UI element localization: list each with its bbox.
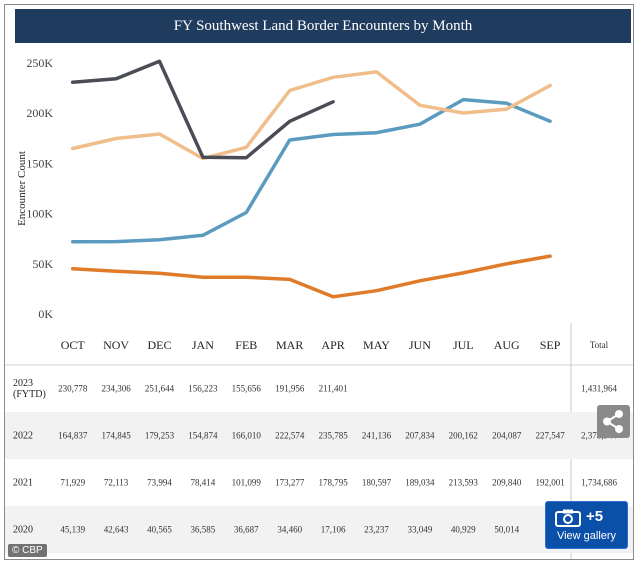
table-cell: 50,014 [494,525,519,535]
table-cell: 33,049 [408,525,433,535]
table-cell: 71,929 [60,478,85,488]
month-header: MAR [276,338,303,352]
row-label: 2021 [13,478,33,489]
gallery-label: View gallery [556,530,617,542]
table-cell: 191,956 [275,384,305,394]
view-gallery-button[interactable]: +5 View gallery [545,501,628,549]
table-cell: 200,162 [449,431,478,441]
table-cell: 192,001 [535,478,564,488]
table-cell: 235,785 [318,431,348,441]
table-cell: 207,834 [405,431,435,441]
series-line-2022 [70,70,552,161]
month-header: AUG [494,338,520,352]
month-header: OCT [61,338,86,352]
chart-frame: FY Southwest Land Border Encounters by M… [4,4,634,560]
y-tick-label: 200K [26,106,53,120]
table-cell: 42,643 [104,525,129,535]
table-cell: 222,574 [275,431,305,441]
table-cell: 36,687 [234,525,259,535]
y-tick-label: 50K [32,257,53,271]
table-cell: 40,929 [451,525,476,535]
table-cell: 73,994 [147,478,172,488]
series-line-2023fytd [70,59,335,160]
table-cell: 164,837 [58,431,88,441]
month-header: SEP [540,338,561,352]
share-icon [603,410,623,433]
table-total-cell: 1,431,964 [581,384,618,394]
y-tick-label: 150K [26,156,53,170]
table-row-band [5,412,633,459]
table-cell: 40,565 [147,525,172,535]
row-label: 2023 [13,378,33,389]
table-cell: 45,139 [60,525,85,535]
total-header: Total [590,340,609,350]
photo-credit: © CBP [8,544,47,557]
share-button[interactable] [597,405,630,438]
table-cell: 251,644 [145,384,175,394]
table-cell: 209,840 [492,478,522,488]
month-header: APR [321,338,344,352]
table-cell: 227,547 [535,431,565,441]
series-line-2020 [70,254,552,299]
table-total-cell: 1,734,686 [581,478,618,488]
table-row-band [5,506,633,553]
table-cell: 213,593 [449,478,479,488]
gallery-count: +5 [586,508,604,525]
month-header: MAY [363,338,390,352]
table-cell: 179,253 [145,431,175,441]
y-tick-label: 0K [38,307,53,321]
line-chart: Encounter Count 0K 50K 100K 150K 200K 250K OCT N… [5,56,633,559]
y-axis-label: Encounter Count [16,151,28,226]
series-line-2021 [70,97,552,244]
table-cell: 211,401 [319,384,348,394]
month-header: DEC [148,338,172,352]
month-header: JUL [453,338,474,352]
row-label: 2020 [13,525,33,536]
table-cell: 154,874 [188,431,218,441]
table-cell: 34,460 [277,525,302,535]
y-tick-label: 100K [26,207,53,221]
month-header: NOV [103,338,129,352]
table-cell: 189,034 [405,478,435,488]
table-cell: 156,223 [188,384,218,394]
table-cell: 23,237 [364,525,389,535]
table-cell: 17,106 [321,525,346,535]
camera-icon [555,509,581,527]
table-cell: 101,099 [232,478,262,488]
table-cell: 178,795 [318,478,348,488]
table-cell: 241,136 [362,431,392,441]
table-cell: 36,585 [191,525,216,535]
table-cell: 174,845 [101,431,131,441]
row-label: 2022 [13,431,33,442]
y-tick-label: 250K [26,56,53,70]
table-cell: 204,087 [492,431,522,441]
month-header: FEB [235,338,257,352]
table-cell: 155,656 [232,384,262,394]
table-cell: 180,597 [362,478,392,488]
table-cell: 230,778 [58,384,88,394]
table-cell: 166,010 [232,431,262,441]
month-header: JUN [409,338,431,352]
table-cell: 173,277 [275,478,305,488]
table-cell: 72,113 [104,478,129,488]
table-cell: 234,306 [101,384,131,394]
row-label: (FYTD) [13,389,46,400]
table-cell: 78,414 [191,478,216,488]
chart-title: FY Southwest Land Border Encounters by M… [15,9,631,43]
month-header: JAN [192,338,214,352]
